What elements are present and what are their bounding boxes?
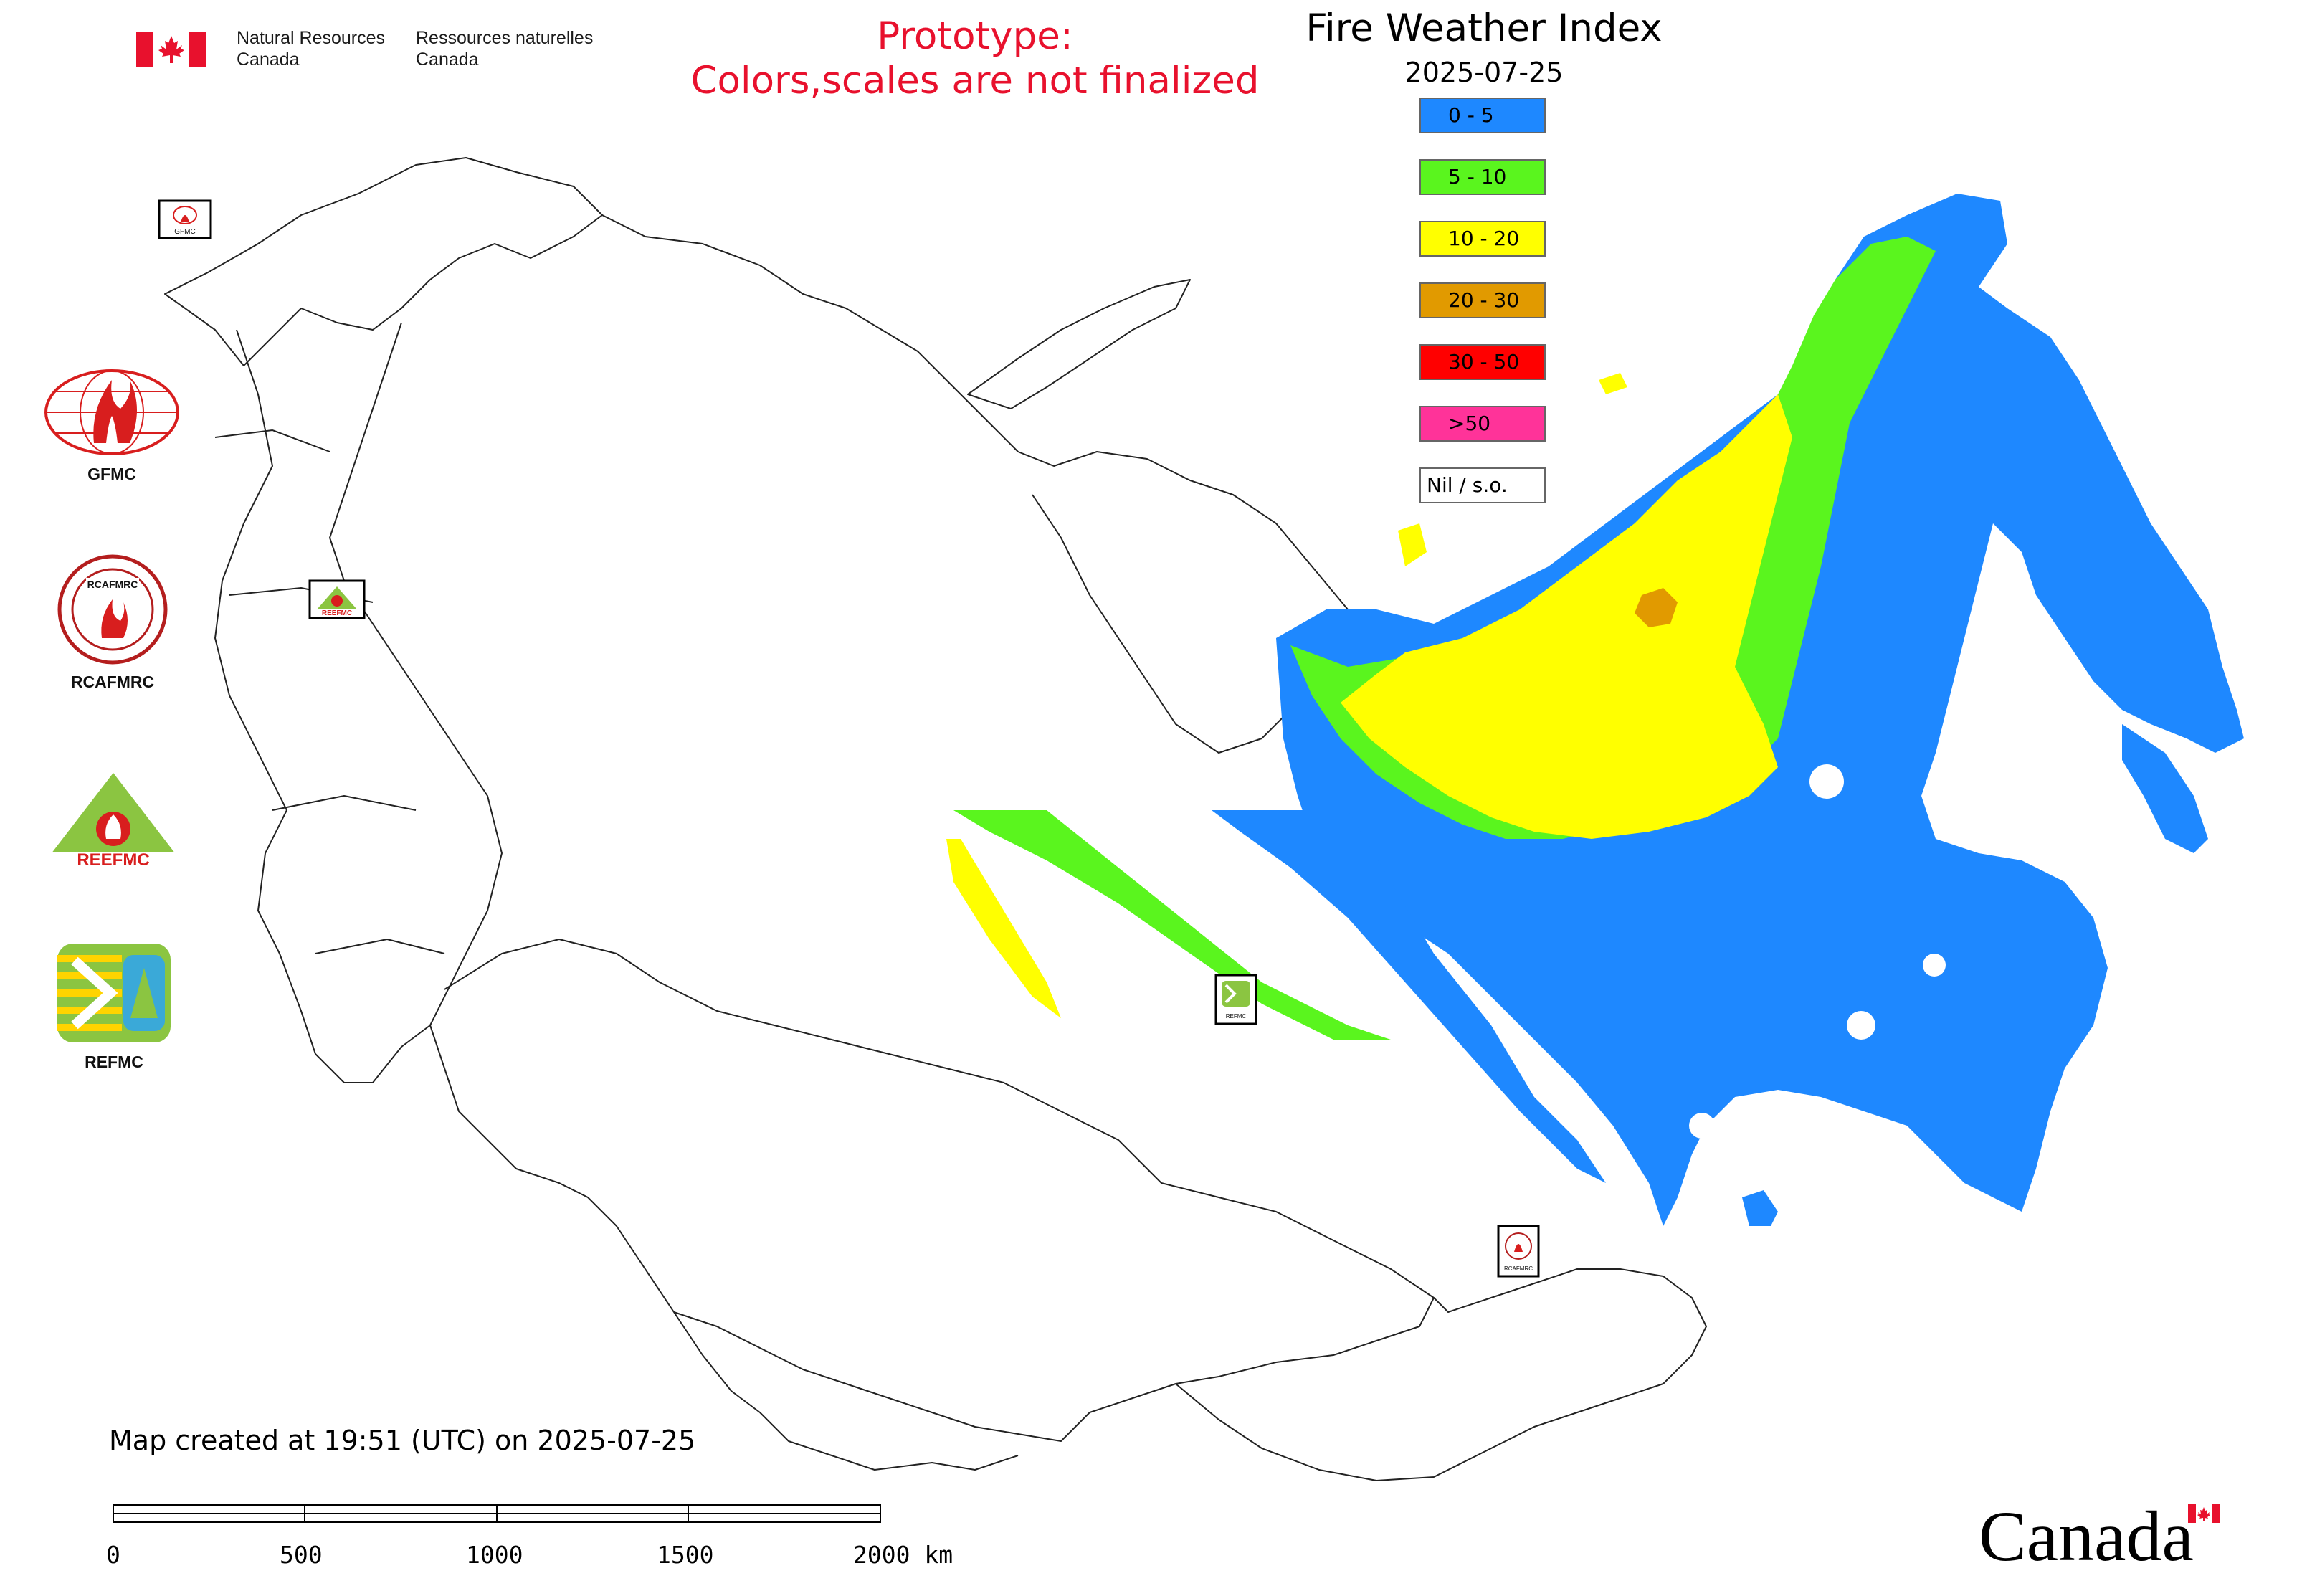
fwi-artifact-blue bbox=[1212, 810, 1606, 1183]
marker-rcafmrc: RCAFMRC bbox=[1497, 1225, 1540, 1278]
fwi-nil-spots bbox=[1689, 764, 1946, 1157]
mongolia-outline bbox=[1175, 1268, 1707, 1481]
scale-label-2000: 2000 km bbox=[853, 1541, 953, 1569]
logo-reefmc: REEFMC bbox=[34, 767, 192, 878]
marker-rcafmrc-label: RCAFMRC bbox=[1504, 1265, 1533, 1272]
department-name-fr: Ressources naturelles Canada bbox=[416, 28, 594, 70]
fire-weather-map[interactable]: GFMC REEFMC REFMC RCAFMRC bbox=[0, 93, 2302, 1484]
logo-rcafmrc: RCAFMRC RCAFMRC bbox=[52, 552, 173, 692]
fwi-yellow-region bbox=[1341, 394, 1792, 839]
marker-gfmc-label: GFMC bbox=[174, 228, 195, 236]
country-borders bbox=[164, 157, 1707, 1481]
refmc-logo-icon bbox=[57, 944, 171, 1042]
map-date: 2025-07-25 bbox=[1404, 57, 1564, 88]
map-title: Fire Weather Index bbox=[1305, 6, 1663, 50]
reefmc-logo-icon: REEFMC bbox=[42, 773, 185, 870]
logo-refmc-label: REFMC bbox=[85, 1053, 143, 1071]
legend-item-5-10: 5 - 10 bbox=[1419, 159, 1546, 195]
legend-item-30-50: 30 - 50 bbox=[1419, 344, 1546, 380]
legend-item-0-5: 0 - 5 bbox=[1419, 98, 1546, 133]
legend-item-over-50: >50 bbox=[1419, 406, 1546, 442]
legend-item-nil: Nil / s.o. bbox=[1419, 467, 1546, 503]
taymyr-cape bbox=[1398, 523, 1427, 566]
marker-reefmc: REEFMC bbox=[308, 579, 366, 619]
north-coast-outline bbox=[601, 214, 1377, 639]
eastern-europe-borders bbox=[214, 329, 431, 1083]
marker-refmc-label: REFMC bbox=[1226, 1013, 1247, 1020]
reefmc-logo-text: REEFMC bbox=[77, 850, 149, 870]
logo-gfmc: GFMC bbox=[40, 366, 184, 484]
department-name-en: Natural Resources Canada bbox=[237, 28, 386, 70]
wrangel-island bbox=[1599, 373, 1627, 394]
map-markers: GFMC REEFMC REFMC RCAFMRC bbox=[158, 199, 1540, 1278]
wordmark-flag-icon bbox=[2188, 1504, 2220, 1523]
logo-gfmc-label: GFMC bbox=[87, 465, 136, 483]
novaya-zemlya-outline bbox=[967, 279, 1191, 409]
government-signature: Natural Resources Canada Ressources natu… bbox=[136, 27, 609, 77]
fwi-artifact-yellow bbox=[946, 839, 1061, 1018]
caspian-outline bbox=[429, 1025, 761, 1413]
western-russia-border bbox=[329, 322, 503, 1026]
scale-label-1000: 1000 bbox=[466, 1541, 523, 1569]
kamchatka-east bbox=[2122, 724, 2208, 853]
legend-item-20-30: 20 - 30 bbox=[1419, 282, 1546, 318]
sakhalin-island bbox=[1742, 1190, 1778, 1226]
prototype-notice: Prototype: Colors,scales are not finaliz… bbox=[645, 14, 1305, 103]
fwi-raster bbox=[946, 194, 2244, 1226]
rcafmrc-logo-text: RCAFMRC bbox=[87, 579, 138, 590]
internal-regions-west bbox=[214, 429, 445, 954]
fwi-artifact-green bbox=[953, 810, 1391, 1040]
canada-flag-icon bbox=[136, 32, 206, 67]
logo-refmc: REFMC bbox=[53, 939, 175, 1072]
gfmc-logo-icon bbox=[44, 369, 179, 455]
scale-bar: 0 500 1000 1500 2000 km bbox=[93, 1502, 968, 1581]
marker-gfmc: GFMC bbox=[158, 199, 212, 239]
legend-item-10-20: 10 - 20 bbox=[1419, 221, 1546, 257]
rcafmrc-logo-icon: RCAFMRC bbox=[57, 554, 168, 665]
scandinavia-outline bbox=[164, 157, 603, 366]
scale-label-0: 0 bbox=[106, 1541, 120, 1569]
marker-reefmc-label: REEFMC bbox=[322, 609, 352, 617]
prototype-line-2: Colors,scales are not finalized bbox=[690, 59, 1260, 103]
scale-bar-graphic bbox=[113, 1504, 881, 1523]
central-asia-borders bbox=[759, 1412, 1019, 1471]
logo-rcafmrc-label: RCAFMRC bbox=[70, 673, 155, 691]
scale-label-1500: 1500 bbox=[657, 1541, 714, 1569]
marker-refmc: REFMC bbox=[1214, 974, 1257, 1025]
map-created-text: Map created at 19:51 (UTC) on 2025-07-25 bbox=[109, 1425, 696, 1456]
fwi-orange-spot bbox=[1635, 588, 1678, 627]
canada-wordmark: Canada bbox=[1979, 1496, 2194, 1576]
scale-label-500: 500 bbox=[280, 1541, 323, 1569]
prototype-line-1: Prototype: bbox=[877, 14, 1073, 58]
